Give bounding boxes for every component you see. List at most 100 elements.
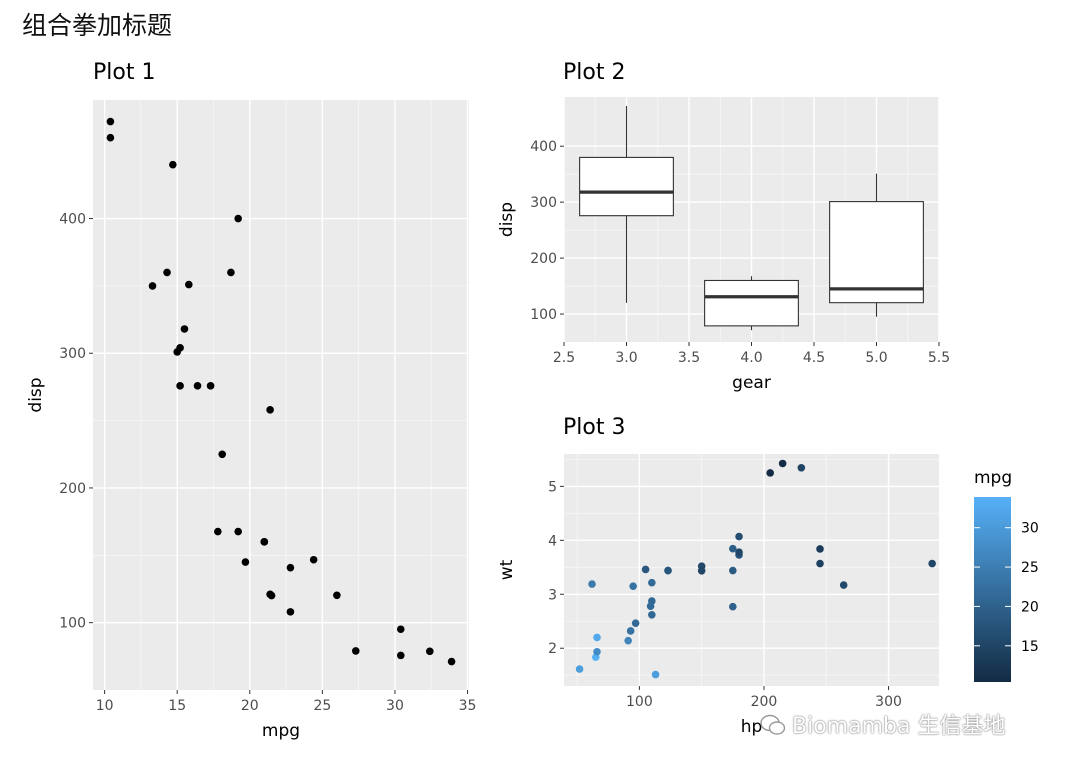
plot1-point [173,348,182,356]
plot3-point [816,545,824,553]
plot3-point [646,602,655,610]
plot3-point [593,647,601,656]
plot3-point [735,532,743,541]
plot3-x-tick-label: 200 [751,694,778,710]
plot3-point [735,548,743,556]
plot1-x-tick-label: 10 [96,698,114,714]
plot1-point [169,160,177,169]
plot1-point [396,651,405,660]
plot2-box [829,201,924,304]
plot3-point [631,619,640,627]
wechat-icon [760,714,786,735]
plot3-point [588,580,596,588]
plot1-point [206,382,215,390]
plot3-point [839,581,848,589]
plot3-point [766,469,774,477]
plot1-point [180,325,189,333]
mpg-legend: mpg 15 20 25 30 [974,468,1039,682]
plot1-point [106,133,115,142]
plot1-point [309,555,318,564]
plot2-title: Plot 2 [563,60,626,85]
plot1-point [333,591,341,600]
plot1-point [176,382,184,390]
plot2-x-tick-label: 4.5 [803,350,825,366]
plot2-box [704,279,799,327]
plot3-point [816,559,824,568]
legend-tick-label: 30 [1021,521,1039,537]
watermark: Biomamba 生信基地 [760,708,1005,740]
plot3-point [729,602,737,611]
plot1-title: Plot 1 [93,60,156,85]
plot1-point [234,214,242,223]
watermark-text: Biomamba 生信基地 [792,714,1006,739]
plot1: 10 15 20 25 30 35 100 200 300 400 mpg disp [26,100,476,741]
plot3-x-tick-label: 100 [626,694,653,710]
plot1-y-axis-label: disp [26,377,46,412]
plot1-x-tick-label: 30 [386,698,404,714]
plot2-x-tick-label: 3.5 [678,350,700,366]
plot2-y-tick-label: 200 [530,251,557,267]
plot2-x-tick-label: 2.5 [553,350,575,366]
plot1-x-tick-label: 35 [459,698,477,714]
plot3-y-tick-label: 2 [548,641,557,657]
plot1-point [193,382,202,390]
plot1-point [286,608,295,616]
plot1-x-tick-label: 25 [313,698,331,714]
plot3-x-tick-label: 300 [875,694,902,710]
plot3-point [664,566,672,575]
plot3-point [575,665,584,673]
plot3-point [629,582,637,590]
plot1-y-tick-label: 100 [59,616,86,632]
plot1-y-tick-label: 200 [59,481,86,497]
legend-tick-label: 20 [1021,599,1039,615]
plot3-point [624,636,632,645]
plot2-y-tick-label: 300 [530,195,557,211]
legend-tick-label: 25 [1021,560,1039,576]
plot3-y-tick-label: 4 [548,533,557,549]
plot3-point [648,610,656,619]
plot1-point [447,657,456,666]
main-title: 组合拳加标题 [22,11,173,40]
plot3-point [648,578,656,587]
plot1-point [260,538,269,546]
plot3-title: Plot 3 [563,415,626,440]
plot3-point [778,459,787,468]
plot3-point [593,633,601,642]
plot3-point [626,627,635,635]
plot1-point [163,268,171,277]
plot1-x-tick-label: 20 [241,698,259,714]
plot1-y-tick-label: 400 [59,212,86,228]
plot1-point [286,563,295,572]
plot1-point [106,117,115,126]
plot3-x-axis-label: hp [741,717,763,737]
plot3-y-axis-label: wt [497,559,517,580]
plot2: 2.5 3.0 3.5 4.0 4.5 5.0 5.5 100 200 300 400 gear dis… [497,97,950,393]
plot1-y-tick-label: 300 [59,346,86,362]
plot2-x-tick-label: 5.5 [928,350,950,366]
plot3-point [651,670,660,679]
plot2-y-tick-label: 100 [530,307,557,323]
plot1-point [241,558,250,566]
legend-colorbar [974,497,1011,682]
plot2-x-tick-label: 3.0 [615,350,637,366]
plot1-point [396,625,405,634]
plot2-x-tick-label: 5.0 [865,350,887,366]
plot1-x-tick-label: 15 [168,698,186,714]
plot1-panel [93,100,469,690]
plot2-x-tick-label: 4.0 [740,350,762,366]
plot3-point [797,463,806,472]
plot3-point [641,565,650,574]
plot1-point [218,450,227,459]
plot3-point [928,559,936,568]
legend-tick-label: 15 [1021,639,1039,655]
plot1-point [266,406,274,414]
plot3-point [729,566,737,575]
plot1-point [234,527,242,536]
plot2-box [579,156,674,217]
plot1-x-axis-label: mpg [262,721,300,741]
legend-title: mpg [974,468,1012,488]
plot3-y-tick-label: 3 [548,587,557,603]
plot3-y-tick-label: 5 [548,479,557,495]
plot1-point [266,590,274,599]
